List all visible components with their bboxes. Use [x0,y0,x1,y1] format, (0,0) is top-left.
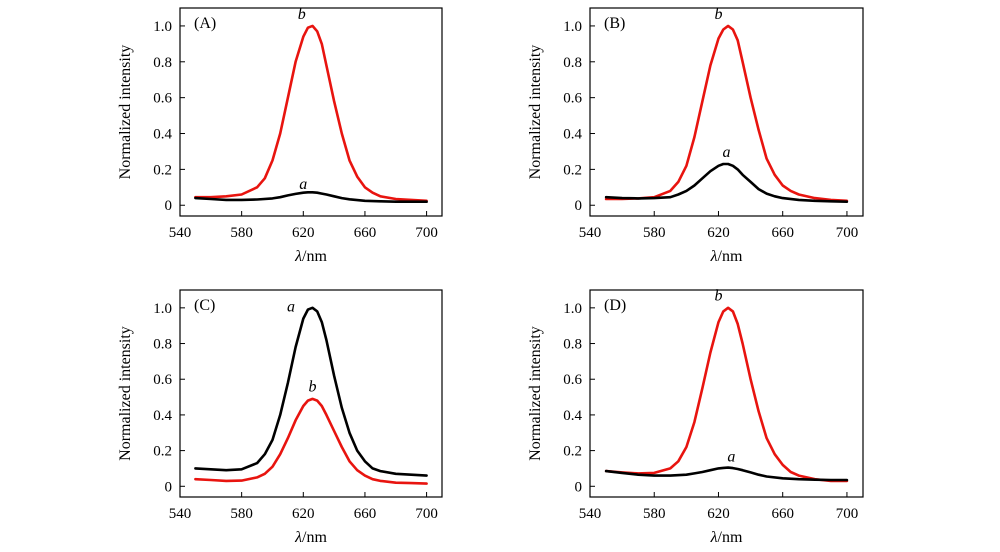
x-tick-label: 540 [169,506,192,522]
x-tick-label: 540 [579,225,602,241]
x-tick-label: 580 [643,225,666,241]
series-line-a [194,306,428,477]
y-tick-label: 0.4 [563,127,582,143]
x-tick-label: 660 [771,506,794,522]
y-axis-label: Normalized intensity [527,45,544,180]
x-tick-label: 620 [707,225,730,241]
x-tick-label: 620 [292,225,315,241]
curve-label-b: b [309,379,317,396]
x-tick-label: 700 [836,506,859,522]
y-tick-label: 0.8 [563,55,582,71]
x-tick-label: 620 [707,506,730,522]
x-tick-label: 660 [354,506,377,522]
x-tick-label: 580 [230,225,253,241]
y-tick-label: 1.0 [153,19,172,35]
y-tick-label: 0.2 [563,444,582,460]
y-tick-label: 0.6 [153,372,172,388]
y-tick-label: 0.2 [153,444,172,460]
x-tick-label: 700 [836,225,859,241]
chart-panel: 540 580 620 660 700 0 0.2 0.4 0.6 0.8 1.0 λ/nm Norma… [117,6,443,265]
x-tick-label: 540 [169,225,192,241]
curve-label-b: b [714,6,722,23]
x-axis-label: λ/nm [294,248,327,265]
curve-label-a: a [727,448,735,465]
y-tick-label: 0 [165,479,173,495]
y-axis-label: Normalized intensity [117,326,134,461]
y-tick-label: 0.8 [563,337,582,353]
curve-label-b: b [298,6,306,23]
series-line-a [604,466,849,482]
x-axis-unit: /nm [302,529,327,546]
y-tick-label: 1.0 [153,301,172,317]
plot-frame [179,289,443,498]
series-line-a [604,162,849,203]
series-line-b [604,24,849,203]
x-tick-label: 620 [292,506,315,522]
y-tick-label: 0.6 [563,91,582,107]
y-tick-label: 1.0 [563,301,582,317]
panel-label: (C) [194,297,215,314]
series-line-b [194,24,428,203]
chart-panel: 540 580 620 660 700 0 0.2 0.4 0.6 0.8 1.0 λ/nm Norma… [527,6,864,265]
curve-label-b: b [714,288,722,305]
x-tick-label: 700 [415,225,438,241]
y-tick-label: 0 [575,198,583,214]
x-tick-label: 580 [230,506,253,522]
x-axis-symbol: λ [294,529,302,546]
curve-label-a: a [299,176,307,193]
y-tick-label: 0.8 [153,337,172,353]
y-tick-label: 0 [165,198,173,214]
y-tick-label: 0.2 [153,162,172,178]
y-tick-label: 0.4 [563,408,582,424]
x-axis-label: λ/nm [294,529,327,546]
y-tick-label: 0 [575,479,583,495]
panel-label: (A) [194,15,216,32]
panel-label: (B) [604,15,625,32]
x-tick-label: 580 [643,506,666,522]
panel-label: (D) [604,297,626,314]
y-tick-label: 0.4 [153,408,172,424]
chart-panel: 540 580 620 660 700 0 0.2 0.4 0.6 0.8 1.0 λ/nm Norma… [117,289,443,546]
x-tick-label: 660 [771,225,794,241]
chart-panel: 540 580 620 660 700 0 0.2 0.4 0.6 0.8 1.0 λ/nm Norma… [527,288,864,546]
plot-frame [589,7,864,217]
y-tick-label: 1.0 [563,19,582,35]
x-axis-unit: /nm [302,248,327,265]
y-axis-label: Normalized intensity [117,45,134,180]
curve-label-a: a [287,298,295,315]
x-axis-label: λ/nm [710,248,743,265]
y-tick-label: 0.2 [563,162,582,178]
plot-frame [589,289,864,498]
y-tick-label: 0.8 [153,55,172,71]
x-axis-symbol: λ [294,248,302,265]
x-axis-unit: /nm [718,529,743,546]
y-axis-label: Normalized intensity [527,326,544,461]
y-tick-label: 0.4 [153,127,172,143]
y-tick-label: 0.6 [563,372,582,388]
x-axis-symbol: λ [710,248,718,265]
x-axis-label: λ/nm [710,529,743,546]
x-axis-symbol: λ [710,529,718,546]
series-line-b [194,397,428,485]
y-tick-label: 0.6 [153,91,172,107]
curve-label-a: a [723,144,731,161]
x-tick-label: 660 [354,225,377,241]
x-tick-label: 540 [579,506,602,522]
x-tick-label: 700 [415,506,438,522]
series-line-a [194,191,428,203]
plot-frame [179,7,443,217]
series-line-b [604,306,849,483]
x-axis-unit: /nm [718,248,743,265]
